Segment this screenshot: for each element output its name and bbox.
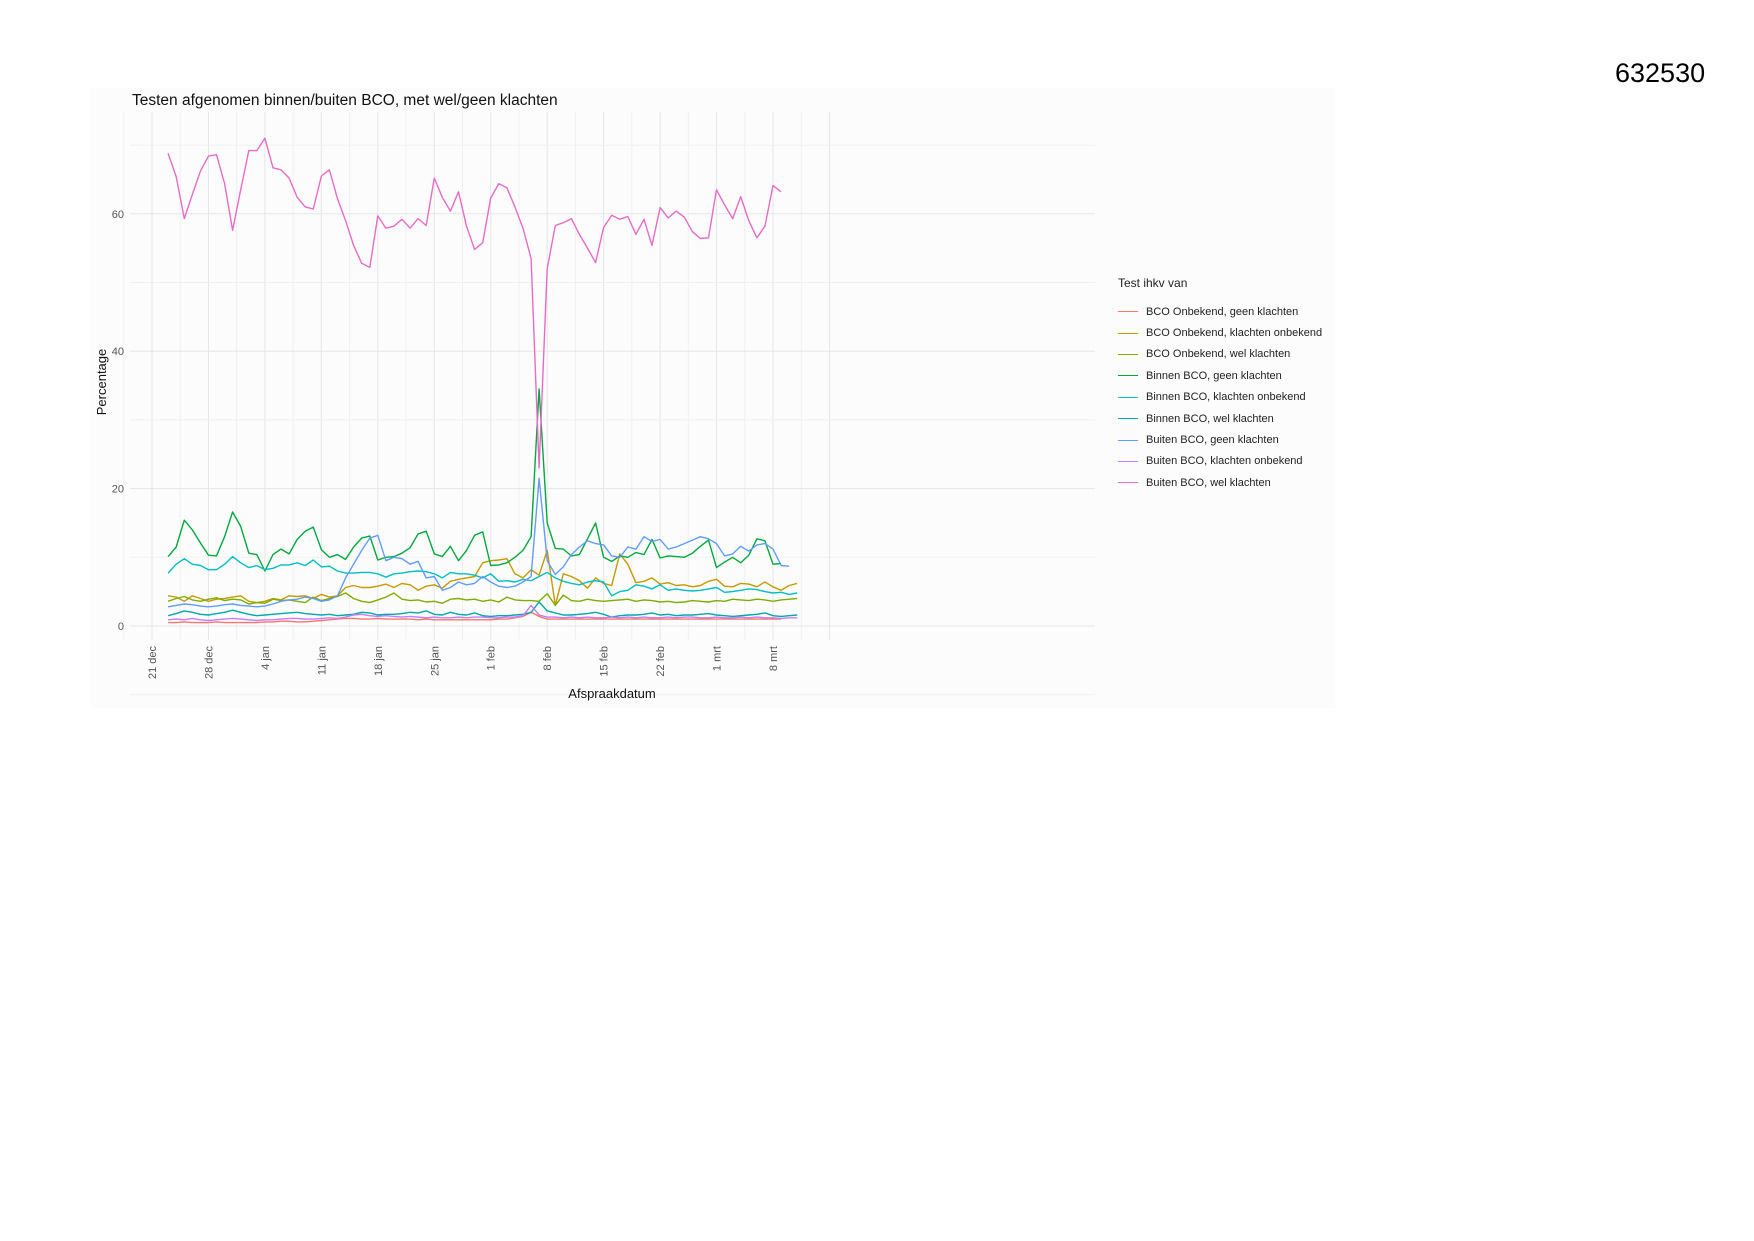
x-tick-label: 1 mrt bbox=[712, 646, 724, 671]
legend-swatch bbox=[1118, 439, 1138, 441]
x-axis-label: Afspraakdatum bbox=[568, 686, 655, 701]
legend-swatch bbox=[1118, 311, 1138, 313]
series-line-4 bbox=[167, 388, 782, 572]
legend-swatch bbox=[1118, 482, 1138, 484]
legend-item: Buiten BCO, klachten onbekend bbox=[1118, 451, 1322, 472]
series-line-8 bbox=[168, 604, 798, 622]
legend-item: BCO Onbekend, geen klachten bbox=[1118, 301, 1322, 322]
legend-swatch bbox=[1118, 353, 1138, 355]
legend-label: BCO Onbekend, geen klachten bbox=[1146, 305, 1299, 318]
legend-item: Buiten BCO, geen klachten bbox=[1118, 429, 1322, 450]
legend-swatch bbox=[1118, 396, 1138, 398]
legend-label: Binnen BCO, klachten onbekend bbox=[1146, 391, 1306, 404]
y-tick-label: 40 bbox=[112, 346, 124, 358]
legend-label: Buiten BCO, klachten onbekend bbox=[1146, 455, 1303, 468]
x-tick-label: 8 feb bbox=[542, 646, 554, 670]
legend-label: BCO Onbekend, klachten onbekend bbox=[1146, 327, 1323, 340]
legend-swatch bbox=[1118, 332, 1138, 334]
x-tick-label: 15 feb bbox=[599, 646, 611, 677]
y-tick-label: 60 bbox=[112, 209, 124, 221]
x-tick-label: 4 jan bbox=[260, 646, 272, 670]
series-line-1 bbox=[168, 611, 782, 624]
y-axis-label: Percentage bbox=[94, 349, 109, 416]
series-line-9 bbox=[167, 137, 782, 469]
y-tick-label: 20 bbox=[112, 484, 124, 496]
legend-item: Binnen BCO, geen klachten bbox=[1118, 365, 1322, 386]
x-tick-label: 28 dec bbox=[203, 646, 215, 680]
legend-label: BCO Onbekend, wel klachten bbox=[1146, 348, 1291, 361]
x-tick-label: 1 feb bbox=[486, 646, 498, 670]
series-line-6 bbox=[167, 601, 798, 618]
x-tick-label: 11 jan bbox=[316, 646, 328, 675]
legend-swatch bbox=[1118, 375, 1138, 377]
legend-item: Buiten BCO, wel klachten bbox=[1118, 472, 1322, 493]
legend-item: BCO Onbekend, wel klachten bbox=[1118, 344, 1322, 365]
legend-swatch bbox=[1118, 418, 1138, 420]
chart-title: Testen afgenomen binnen/buiten BCO, met … bbox=[132, 92, 558, 109]
y-tick-label: 0 bbox=[118, 621, 124, 633]
series-line-5 bbox=[167, 555, 798, 597]
x-tick-label: 25 jan bbox=[429, 646, 441, 676]
x-tick-label: 8 mrt bbox=[768, 646, 780, 671]
chart-panel bbox=[90, 88, 1335, 708]
legend-items: BCO Onbekend, geen klachten BCO Onbekend,… bbox=[1118, 301, 1322, 494]
series-line-3 bbox=[167, 592, 798, 607]
legend-label: Binnen BCO, geen klachten bbox=[1146, 369, 1282, 382]
x-tick-label: 18 jan bbox=[373, 646, 385, 676]
x-tick-label: 21 dec bbox=[147, 646, 159, 680]
legend-item: BCO Onbekend, klachten onbekend bbox=[1118, 322, 1322, 343]
legend: Test ihkv van BCO Onbekend, geen klachte… bbox=[1118, 276, 1322, 494]
document-number: 632530 bbox=[1615, 58, 1706, 88]
legend-item: Binnen BCO, klachten onbekend bbox=[1118, 387, 1322, 408]
legend-label: Buiten BCO, geen klachten bbox=[1146, 434, 1279, 447]
legend-swatch bbox=[1118, 460, 1138, 462]
legend-label: Binnen BCO, wel klachten bbox=[1146, 412, 1274, 425]
x-tick-label: 22 feb bbox=[655, 646, 667, 677]
series-line-7 bbox=[167, 477, 790, 608]
legend-label: Buiten BCO, wel klachten bbox=[1146, 476, 1271, 489]
legend-title: Test ihkv van bbox=[1118, 276, 1188, 290]
legend-item: Binnen BCO, wel klachten bbox=[1118, 408, 1322, 429]
